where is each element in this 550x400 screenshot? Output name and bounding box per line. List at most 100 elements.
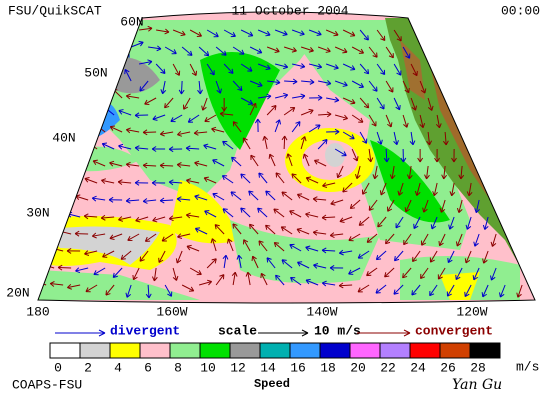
wind-arrow: [42, 228, 55, 235]
wind-arrowhead: [427, 105, 434, 111]
wind-arrow: [337, 165, 344, 178]
wind-arrowhead: [135, 216, 141, 223]
wind-arrow: [249, 103, 257, 116]
wind-arrowhead: [274, 47, 280, 54]
wind-arrowhead: [490, 241, 497, 247]
wind-arrowhead: [245, 271, 252, 277]
wind-arrow: [79, 35, 87, 48]
wind-arrowhead: [273, 208, 279, 214]
wind-arrow: [287, 153, 293, 167]
wind-arrow: [460, 165, 463, 179]
wind-arrow: [51, 211, 64, 218]
wind-arrowhead: [372, 174, 379, 180]
wind-arrow: [437, 267, 446, 280]
wind-arrowhead: [118, 37, 125, 43]
wind-arrow: [484, 216, 489, 230]
wind-arrowhead: [167, 291, 173, 297]
wind-arrow: [232, 272, 236, 286]
wind-arrow: [227, 238, 234, 252]
wind-arrowhead: [49, 281, 55, 287]
wind-arrow: [308, 63, 322, 68]
wind-arrowhead: [41, 102, 47, 108]
wind-arrow: [380, 182, 387, 196]
wind-arrow: [391, 165, 395, 179]
wind-arrowhead: [85, 287, 91, 293]
wind-arrow: [410, 131, 414, 145]
wind-arrow: [266, 105, 277, 116]
wind-arrowhead: [379, 190, 386, 196]
wind-arrow: [101, 179, 115, 184]
wind-arrowhead: [338, 249, 344, 256]
wind-arrowhead: [300, 136, 307, 142]
wind-arrow: [308, 124, 321, 133]
wind-arrowhead: [336, 173, 342, 179]
wind-arrow: [104, 51, 111, 65]
wind-arrow: [135, 216, 149, 222]
wind-arrow: [222, 140, 234, 150]
wind-arrow: [292, 63, 305, 68]
wind-arrowhead: [350, 31, 356, 37]
wind-arrow: [385, 80, 394, 93]
wind-arrow: [145, 233, 157, 242]
wind-arrow: [410, 97, 417, 111]
wind-arrowhead: [204, 117, 210, 123]
wind-arrowhead: [451, 157, 457, 163]
wind-arrowhead: [366, 271, 372, 277]
wind-arrow: [189, 267, 202, 275]
wind-arrow: [158, 250, 166, 263]
colorbar-swatch: [139, 342, 171, 359]
wind-arrowhead: [109, 160, 115, 167]
wind-arrow: [334, 114, 348, 120]
wind-arrow: [126, 163, 140, 167]
wind-arrow: [334, 80, 348, 86]
wind-arrowhead: [168, 179, 174, 186]
wind-arrow: [314, 159, 327, 167]
wind-arrowhead: [456, 207, 463, 213]
wind-arrowhead: [125, 93, 131, 100]
wind-arrowhead: [326, 111, 332, 118]
wind-arrowhead: [342, 114, 348, 121]
wind-arrowhead: [118, 143, 124, 150]
wind-arrow: [291, 121, 301, 133]
wind-arrow: [258, 240, 268, 252]
wind-arrow: [359, 29, 369, 41]
wind-arrowhead: [186, 178, 192, 184]
wind-arrow: [88, 104, 98, 116]
wind-arrow: [215, 80, 221, 94]
wind-arrowhead: [226, 238, 233, 244]
wind-arrowhead: [38, 278, 39, 285]
wind-arrow: [283, 46, 297, 52]
wind-arrowhead: [396, 36, 402, 42]
wind-arrowhead: [438, 240, 444, 247]
wind-arrowhead: [299, 30, 305, 36]
wind-arrowhead: [397, 190, 404, 196]
wind-arrow: [342, 182, 353, 193]
wind-arrowhead: [305, 245, 311, 252]
wind-arrow: [326, 97, 339, 101]
wind-arrow: [240, 97, 253, 105]
wind-arrow: [60, 157, 72, 167]
wind-arrowhead: [406, 174, 413, 180]
wind-arrow: [203, 177, 217, 184]
wind-arrow: [110, 126, 123, 133]
wind-arrowhead: [455, 241, 462, 247]
wind-arrow: [267, 80, 281, 84]
wind-arrow: [303, 153, 310, 167]
wind-arrow: [274, 94, 288, 99]
wind-arrow: [127, 233, 140, 241]
wind-arrowhead: [112, 272, 118, 278]
wind-arrowhead: [44, 67, 50, 73]
wind-arrowhead: [342, 187, 348, 193]
wind-arrow: [342, 97, 356, 104]
colorbar-label: 14: [260, 360, 276, 375]
wind-arrowhead: [265, 190, 271, 196]
wind-arrow: [318, 80, 331, 85]
wind-arrow: [70, 19, 80, 31]
wind-arrow: [240, 207, 251, 218]
wind-arrow: [421, 233, 429, 246]
wind-arrowhead: [124, 69, 130, 75]
wind-arrowhead: [429, 257, 435, 263]
wind-arrowhead: [160, 89, 167, 95]
wind-arrowhead: [289, 210, 295, 216]
wind-arrow: [98, 86, 106, 99]
